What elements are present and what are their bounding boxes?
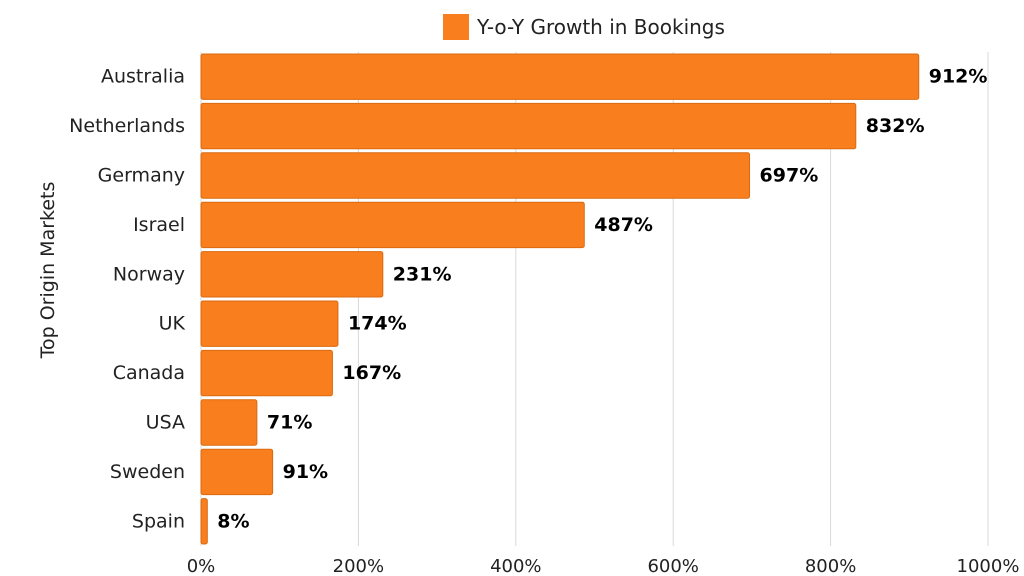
bar: [200, 300, 339, 347]
x-tick-label: 400%: [490, 556, 541, 576]
bar: [200, 53, 920, 100]
data-label: 487%: [594, 214, 653, 236]
data-label: 71%: [267, 412, 312, 434]
x-tick-label: 200%: [333, 556, 384, 576]
x-tick-label: 0%: [187, 556, 216, 576]
category-label: UK: [159, 313, 186, 335]
bar: [200, 399, 258, 446]
bar: [200, 448, 274, 496]
category-label: Israel: [133, 214, 185, 236]
data-label: 8%: [217, 510, 249, 532]
data-label: 167%: [342, 362, 401, 384]
legend-label: Y-o-Y Growth in Bookings: [477, 15, 725, 39]
category-label: Netherlands: [69, 115, 185, 137]
bar: [200, 251, 384, 298]
bar: [200, 152, 751, 199]
category-label: Sweden: [110, 461, 185, 483]
x-tick-label: 600%: [647, 556, 698, 576]
category-label: Spain: [132, 510, 185, 532]
legend: Y-o-Y Growth in Bookings: [443, 12, 725, 42]
data-label: 912%: [929, 66, 988, 88]
category-label: Australia: [101, 66, 185, 88]
category-label: USA: [146, 412, 185, 434]
bar: [200, 201, 585, 249]
data-label: 231%: [393, 263, 452, 285]
data-label: 174%: [348, 313, 407, 335]
bar: [200, 102, 857, 150]
data-label: 832%: [866, 115, 925, 137]
legend-swatch: [443, 14, 469, 40]
y-axis-title: Top Origin Markets: [37, 181, 59, 359]
data-label: 697%: [760, 165, 819, 187]
category-label: Germany: [98, 165, 185, 187]
category-label: Norway: [113, 263, 185, 285]
bar: [200, 349, 333, 397]
x-tick-label: 1000%: [957, 556, 1020, 576]
data-label: 91%: [283, 461, 328, 483]
bar: [200, 498, 208, 545]
x-tick-label: 800%: [805, 556, 856, 576]
category-label: Canada: [113, 362, 185, 384]
